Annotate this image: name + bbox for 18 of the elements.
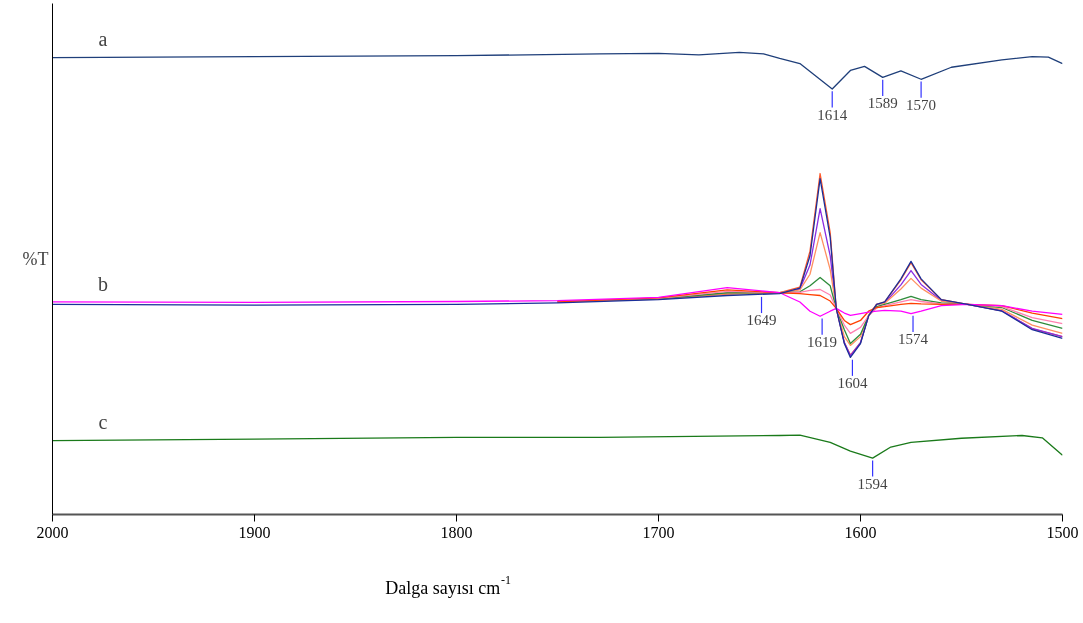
annotation: 1570 [906, 97, 937, 114]
annotation: 1589 [867, 95, 898, 112]
annotation: 1594 [857, 475, 889, 492]
annotation: 1619 [807, 334, 838, 351]
annotation: 1574 [898, 331, 929, 348]
x-tick-label: 1600 [844, 523, 877, 541]
x-tick-label: 1700 [642, 523, 675, 541]
x-tick-label: 2000 [36, 523, 69, 541]
annotation: c [98, 410, 108, 433]
x-tick-label: 1500 [1046, 523, 1079, 541]
x-tick-label: 1900 [238, 523, 271, 541]
annotation: b [98, 273, 108, 296]
annotation: a [98, 27, 108, 50]
annotation: 1649 [746, 312, 777, 329]
annotation: 1604 [837, 375, 868, 392]
y-axis-title: %T [22, 249, 49, 269]
annotation: 1614 [817, 106, 848, 123]
x-tick-label: 1800 [440, 523, 473, 541]
